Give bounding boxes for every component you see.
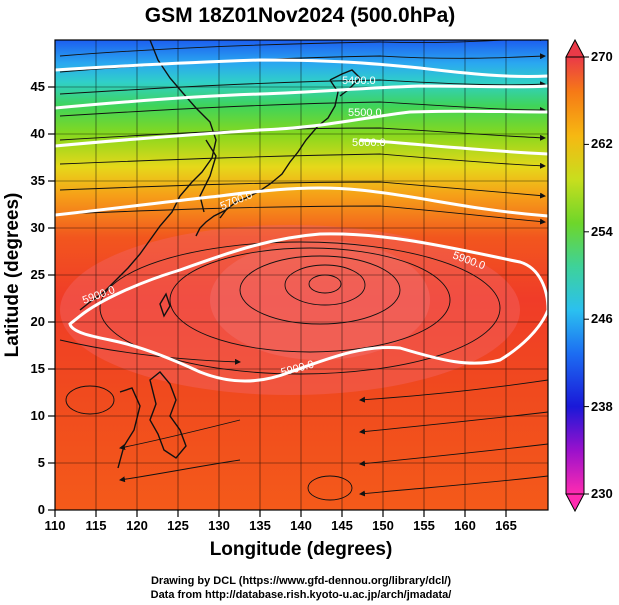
contour-label-5500: 5500.0 — [348, 107, 382, 119]
contour-label-5400: 5400.0 — [342, 75, 376, 87]
colorbar-top-arrow — [565, 38, 585, 58]
y-tick-35: 35 — [31, 173, 45, 188]
x-tick-155: 155 — [413, 518, 435, 533]
y-tick-0: 0 — [38, 502, 45, 517]
contour-label-5600: 5600.0 — [352, 137, 386, 149]
x-axis-label: Longitude (degrees) — [210, 539, 393, 560]
chart-title: GSM 18Z01Nov2024 (500.0hPa) — [145, 4, 456, 27]
y-tick-30: 30 — [31, 220, 45, 235]
x-tick-160: 160 — [454, 518, 476, 533]
x-tick-140: 140 — [290, 518, 312, 533]
y-tick-25: 25 — [31, 267, 45, 282]
x-tick-125: 125 — [167, 518, 189, 533]
colorbar-tick-262: 262 — [591, 136, 613, 151]
y-tick-5: 5 — [38, 455, 45, 470]
colorbar-tick-254: 254 — [591, 224, 613, 239]
x-tick-150: 150 — [372, 518, 394, 533]
warm-core-shading — [60, 225, 520, 395]
colorbar-tick-238: 238 — [591, 399, 613, 414]
y-axis-label: Latitude (degrees) — [2, 193, 23, 358]
colorbar-gradient — [565, 56, 585, 495]
x-tick-130: 130 — [208, 518, 230, 533]
map-plot-area — [55, 40, 548, 510]
y-tick-40: 40 — [31, 126, 45, 141]
warm-core-center — [210, 240, 430, 360]
x-tick-115: 115 — [86, 518, 107, 533]
y-tick-20: 20 — [31, 314, 45, 329]
colorbar-tick-230: 230 — [591, 486, 613, 501]
colorbar-bottom-arrow — [565, 493, 585, 513]
y-tick-15: 15 — [31, 361, 45, 376]
x-tick-110: 110 — [45, 518, 66, 533]
y-tick-10: 10 — [31, 408, 45, 423]
y-axis — [48, 86, 55, 511]
height-contours — [55, 58, 548, 383]
colorbar: 230 238 246 254 262 270 — [565, 38, 613, 513]
footer-credit-line-1: Drawing by DCL (https://www.gfd-dennou.o… — [151, 575, 451, 587]
graticule — [55, 40, 548, 510]
y-tick-labels: 0 5 10 15 20 25 30 35 40 45 — [31, 79, 45, 517]
x-tick-120: 120 — [126, 518, 148, 533]
x-tick-labels: 110 115 120 125 130 135 140 145 150 155 … — [45, 518, 517, 533]
coastline-korea-china — [79, 40, 217, 311]
colorbar-tick-246: 246 — [591, 311, 613, 326]
footer-credit-line-2: Data from http://database.rish.kyoto-u.a… — [151, 589, 452, 601]
y-tick-45: 45 — [31, 79, 45, 94]
x-axis — [54, 510, 507, 517]
x-tick-135: 135 — [249, 518, 271, 533]
x-tick-165: 165 — [495, 518, 517, 533]
colorbar-tick-270: 270 — [591, 49, 613, 64]
x-tick-145: 145 — [331, 518, 353, 533]
